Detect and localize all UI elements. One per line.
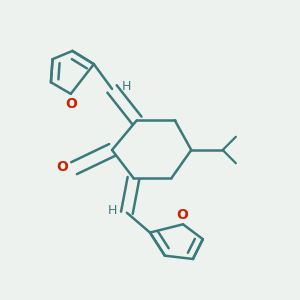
Text: O: O	[65, 97, 77, 111]
Text: O: O	[56, 160, 68, 174]
Text: O: O	[176, 208, 188, 222]
Text: H: H	[122, 80, 132, 93]
Text: H: H	[107, 204, 117, 217]
